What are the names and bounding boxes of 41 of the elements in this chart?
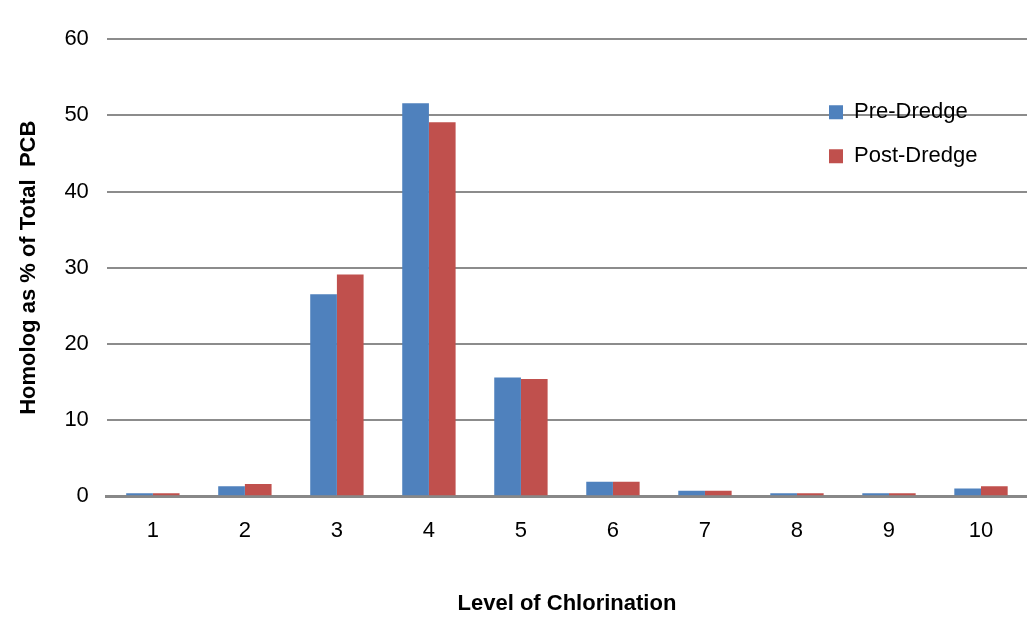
- bar: [770, 493, 797, 496]
- bar: [796, 493, 824, 496]
- y-axis-title: Homolog as % of Total PCB: [15, 120, 41, 415]
- x-tick-label: 6: [606, 517, 620, 543]
- bar: [218, 486, 245, 496]
- bar: [954, 488, 981, 496]
- y-tick-label: 30: [64, 253, 89, 279]
- bar: [494, 377, 521, 496]
- y-tick-label: 50: [64, 101, 89, 127]
- x-tick-label: 4: [422, 517, 436, 543]
- bar: [980, 486, 1008, 496]
- bar: [586, 481, 613, 496]
- bar: [612, 481, 640, 496]
- y-tick-label: 0: [76, 482, 89, 508]
- bar: [152, 493, 180, 496]
- bar: [862, 493, 889, 496]
- x-tick-label: 8: [790, 517, 804, 543]
- x-tick-label: 9: [882, 517, 896, 543]
- bar: [336, 274, 364, 496]
- x-tick-label: 3: [330, 517, 344, 543]
- y-tick-label: 60: [64, 25, 89, 51]
- bar: [888, 493, 916, 496]
- bar: [126, 493, 153, 496]
- x-tick-label: 7: [698, 517, 712, 543]
- y-tick-label: 10: [64, 406, 89, 432]
- bar: [310, 294, 337, 496]
- legend-label: Pre-Dredge: [854, 98, 968, 124]
- bar: [428, 122, 456, 496]
- bar: [678, 490, 705, 496]
- x-tick-label: 1: [146, 517, 159, 543]
- x-tick-label: 2: [238, 517, 252, 543]
- x-axis-title: Level of Chlorination: [457, 589, 677, 615]
- bar: [520, 378, 548, 496]
- y-tick-label: 20: [64, 329, 89, 355]
- x-tick-label: 10: [968, 517, 994, 543]
- bar: [402, 103, 429, 496]
- bar: [244, 484, 272, 496]
- x-tick-label: 5: [514, 517, 528, 543]
- legend-label: Post-Dredge: [854, 142, 978, 168]
- bar: [704, 490, 732, 496]
- y-tick-label: 40: [64, 177, 89, 203]
